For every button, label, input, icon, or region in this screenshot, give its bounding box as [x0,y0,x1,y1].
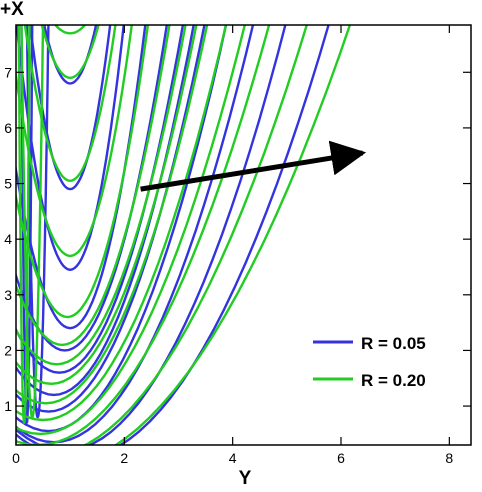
curve-r-005-4 [16,25,125,271]
curve-r-020-8 [16,25,187,366]
legend-label-r-020: R = 0.20 [361,371,426,390]
curve-r-020-4 [23,25,117,183]
curve-r-020-12 [16,25,247,436]
y-tick-label: 1 [4,398,12,414]
y-tick-label: 3 [4,287,12,303]
curve-r-020-14 [82,25,309,445]
y-tick-label: 2 [4,342,12,358]
ticks-layer: 0 2 4 6 8 1 2 3 4 5 6 7 [4,25,471,466]
curve-r-005-3 [28,25,112,191]
legend: R = 0.05 R = 0.20 [313,334,426,390]
curve-r-020-11 [16,25,228,422]
curve-r-020-5 [16,25,133,258]
x-tick-label: 6 [337,450,345,466]
y-axis-label: +X [0,0,24,20]
y-tick-label: 4 [4,231,12,247]
x-tick-label: 2 [120,450,128,466]
trend-arrow [140,140,367,192]
curve-r-020-15 [113,25,352,445]
curve-r-020-7 [16,25,171,347]
y-tick-label: 7 [4,64,12,80]
y-tick-label: 5 [4,176,12,192]
curve-r-005-10 [16,25,228,433]
plot-frame [15,24,472,446]
curve-r-020-13 [16,25,271,445]
y-tick-label: 6 [4,120,12,136]
curve-r-005-12 [16,25,287,445]
curve-r-005-13 [16,25,330,445]
curve-r-020-10 [16,25,209,405]
x-tick-label: 0 [12,450,20,466]
x-tick-label: 8 [445,450,453,466]
curve-r-020-2 [53,25,87,35]
curve-r-020-3 [40,25,100,80]
x-axis-label: Y [239,468,252,487]
legend-label-r-005: R = 0.05 [361,334,426,353]
curve-r-020-6 [16,25,150,319]
curve-r-020-9 [16,25,198,385]
curves-layer [16,25,352,445]
x-tick-label: 4 [229,450,237,466]
